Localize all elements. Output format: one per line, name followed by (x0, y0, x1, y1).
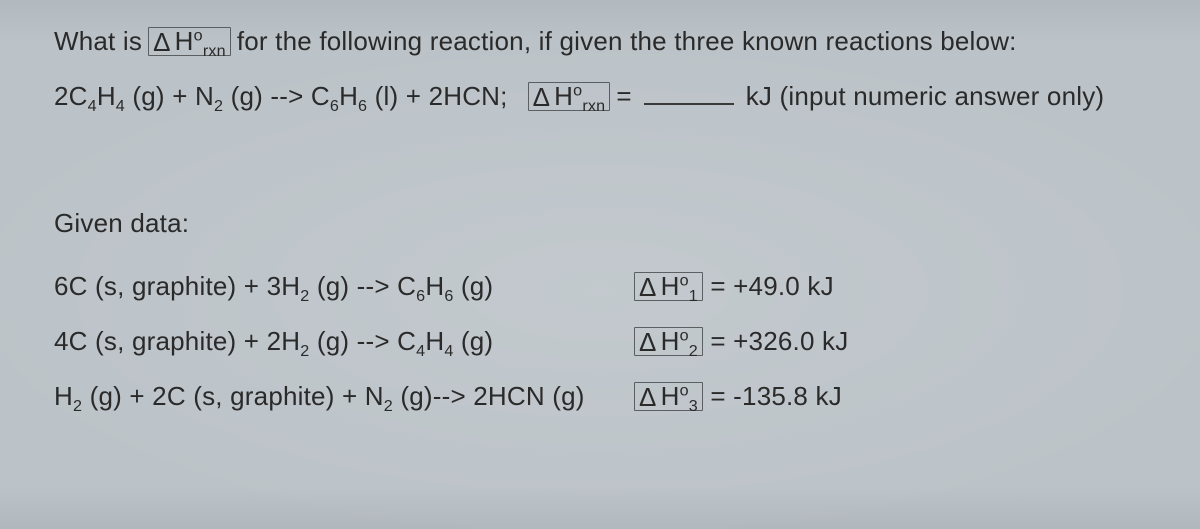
given-row-1: 6C (s, graphite) + 3H2 (g) --> C6H6 (g) … (54, 271, 1158, 302)
h-letter: H (175, 26, 194, 56)
idx-sub: 1 (689, 287, 698, 305)
h-letter: H (554, 81, 573, 111)
given-eq-2: 4C (s, graphite) + 2H2 (g) --> C4H4 (g) (54, 326, 634, 357)
given-row-2: 4C (s, graphite) + 2H2 (g) --> C4H4 (g) … (54, 326, 1158, 357)
delta-symbol: Δ (639, 384, 657, 410)
equals-sign: = (616, 81, 631, 112)
answer-blank[interactable] (644, 103, 734, 105)
given-rows: 6C (s, graphite) + 3H2 (g) --> C6H6 (g) … (54, 271, 1158, 412)
h-letter: H (661, 381, 680, 411)
h-with-scripts: Horxn (554, 83, 605, 109)
degree-sup: o (194, 26, 203, 44)
rxn-sub: rxn (203, 42, 226, 60)
target-reaction: 2C4H4 (g) + N2 (g) --> C6H6 (l) + 2HCN; (54, 81, 508, 112)
given-eq-1: 6C (s, graphite) + 3H2 (g) --> C6H6 (g) (54, 271, 634, 302)
delta-symbol: Δ (153, 29, 171, 55)
h-script: Ho2 (661, 328, 698, 354)
delta-symbol: Δ (639, 329, 657, 355)
intro-prefix: What is (54, 26, 142, 57)
given-eq-3: H2 (g) + 2C (s, graphite) + N2 (g)--> 2H… (54, 381, 634, 412)
degree-sup: o (680, 271, 689, 289)
delta-h-2-symbol: Δ Ho2 (634, 327, 703, 356)
equals: = (710, 326, 725, 356)
degree-sup: o (680, 326, 689, 344)
given-label: Given data: (54, 208, 1158, 239)
given-section: Given data: 6C (s, graphite) + 3H2 (g) -… (54, 208, 1158, 412)
prompt-line-1: What is Δ Horxn for the following reacti… (54, 26, 1158, 57)
question-page: What is Δ Horxn for the following reacti… (0, 0, 1200, 529)
value-1: +49.0 kJ (733, 271, 834, 301)
given-row-3: H2 (g) + 2C (s, graphite) + N2 (g)--> 2H… (54, 381, 1158, 412)
h-script: Ho3 (661, 383, 698, 409)
prompt-line-2: 2C4H4 (g) + N2 (g) --> C6H6 (l) + 2HCN; … (54, 81, 1158, 112)
delta-symbol: Δ (533, 84, 551, 110)
delta-h-rxn-symbol: Δ Horxn (148, 27, 231, 56)
degree-sup: o (573, 81, 582, 99)
unit-tail: kJ (input numeric answer only) (746, 81, 1105, 112)
value-2: +326.0 kJ (733, 326, 848, 356)
h-letter: H (661, 326, 680, 356)
given-val-2: Δ Ho2 = +326.0 kJ (634, 326, 1158, 357)
delta-h-3-symbol: Δ Ho3 (634, 382, 703, 411)
equals: = (710, 381, 725, 411)
idx-sub: 2 (689, 342, 698, 360)
equals: = (710, 271, 725, 301)
given-val-3: Δ Ho3 = -135.8 kJ (634, 381, 1158, 412)
delta-h-1-symbol: Δ Ho1 (634, 272, 703, 301)
rxn-sub: rxn (582, 97, 605, 115)
delta-symbol: Δ (639, 274, 657, 300)
given-val-1: Δ Ho1 = +49.0 kJ (634, 271, 1158, 302)
degree-sup: o (680, 381, 689, 399)
delta-h-rxn-eq-symbol: Δ Horxn (528, 82, 611, 111)
h-script: Ho1 (661, 273, 698, 299)
idx-sub: 3 (689, 397, 698, 415)
h-letter: H (661, 271, 680, 301)
intro-suffix: for the following reaction, if given the… (237, 26, 1017, 57)
value-3: -135.8 kJ (733, 381, 842, 411)
h-with-scripts: Horxn (175, 28, 226, 54)
